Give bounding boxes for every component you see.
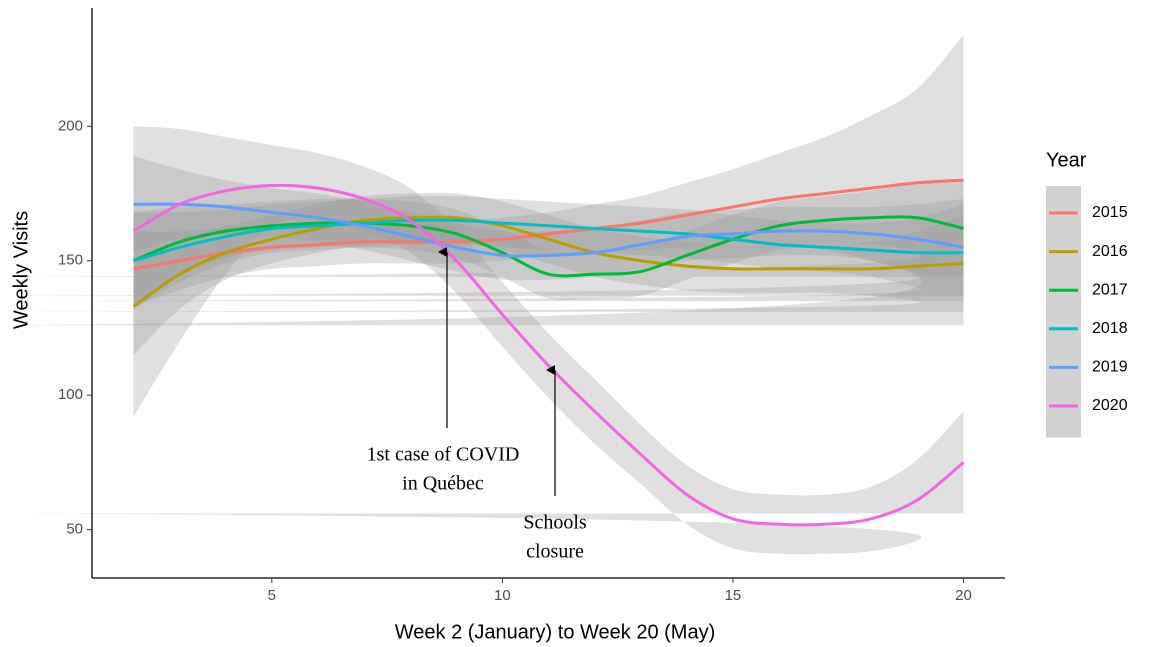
legend-label: 2018 <box>1092 320 1128 337</box>
legend-label: 2015 <box>1092 204 1128 221</box>
series-line <box>132 215 964 308</box>
confidence-band <box>0 155 964 296</box>
y-axis-title: Weekly Visits <box>10 211 32 329</box>
series-line <box>133 202 964 258</box>
x-tick-label: 5 <box>268 587 276 604</box>
x-axis-title: Week 2 (January) to Week 20 (May) <box>395 621 716 643</box>
confidence-band <box>0 195 964 310</box>
series-line <box>132 215 964 278</box>
legend-label: 2019 <box>1092 359 1128 376</box>
annotation-text: in Québec <box>402 473 484 495</box>
annotation-text: 1st case of COVID <box>367 444 520 466</box>
y-tick-label: 200 <box>58 117 83 134</box>
legend-background <box>1046 186 1081 438</box>
y-tick-label: 150 <box>58 252 83 269</box>
annotation-text: closure <box>526 541 584 563</box>
series-line <box>133 178 964 271</box>
x-tick-label: 10 <box>494 587 511 604</box>
series-line <box>133 218 964 263</box>
legend-label: 2016 <box>1092 243 1128 260</box>
confidence-band <box>0 34 964 326</box>
legend-label: 2017 <box>1092 281 1128 298</box>
legend-label: 2020 <box>1092 397 1128 414</box>
legend: 2015 2016 2017 2018 2019 2020 <box>1046 186 1128 438</box>
y-tick-label: 100 <box>58 386 83 403</box>
y-tick-label: 50 <box>66 521 83 538</box>
annotation-text: Schools <box>523 512 587 534</box>
x-tick-label: 20 <box>955 587 972 604</box>
x-tick-label: 15 <box>725 587 742 604</box>
legend-title: Year <box>1046 149 1087 171</box>
